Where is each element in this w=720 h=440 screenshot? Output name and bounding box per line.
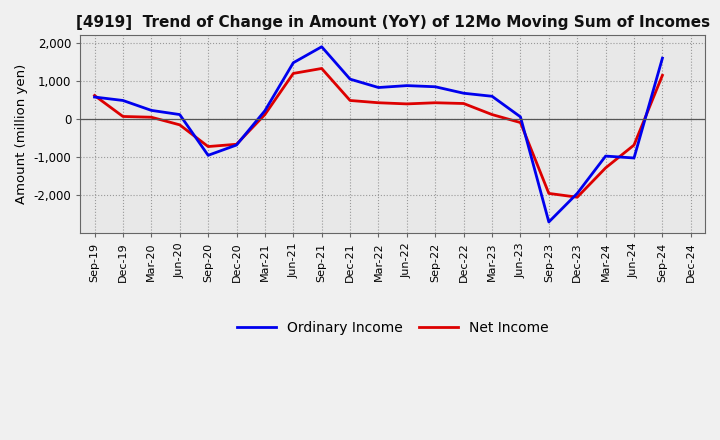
Ordinary Income xyxy=(261,108,269,114)
Net Income xyxy=(516,120,525,125)
Net Income xyxy=(318,66,326,71)
Net Income xyxy=(601,165,610,171)
Ordinary Income xyxy=(658,55,667,61)
Net Income xyxy=(119,114,127,119)
Ordinary Income xyxy=(374,85,383,90)
Ordinary Income xyxy=(289,60,297,66)
Net Income xyxy=(402,101,411,106)
Title: [4919]  Trend of Change in Amount (YoY) of 12Mo Moving Sum of Incomes: [4919] Trend of Change in Amount (YoY) o… xyxy=(76,15,710,30)
Ordinary Income xyxy=(573,191,582,196)
Net Income xyxy=(658,73,667,78)
Net Income xyxy=(176,122,184,128)
Ordinary Income xyxy=(601,154,610,159)
Net Income xyxy=(544,191,553,196)
Net Income xyxy=(289,71,297,76)
Ordinary Income xyxy=(431,84,440,89)
Ordinary Income xyxy=(487,94,496,99)
Ordinary Income xyxy=(346,77,354,82)
Ordinary Income xyxy=(176,112,184,117)
Y-axis label: Amount (million yen): Amount (million yen) xyxy=(15,64,28,205)
Net Income xyxy=(431,100,440,106)
Net Income xyxy=(459,101,468,106)
Ordinary Income xyxy=(119,98,127,103)
Line: Ordinary Income: Ordinary Income xyxy=(94,47,662,222)
Net Income xyxy=(147,114,156,120)
Line: Net Income: Net Income xyxy=(94,69,662,197)
Net Income xyxy=(487,112,496,117)
Net Income xyxy=(630,143,639,148)
Net Income xyxy=(374,100,383,106)
Ordinary Income xyxy=(544,219,553,224)
Net Income xyxy=(261,112,269,117)
Ordinary Income xyxy=(232,143,240,148)
Ordinary Income xyxy=(402,83,411,88)
Ordinary Income xyxy=(459,91,468,96)
Legend: Ordinary Income, Net Income: Ordinary Income, Net Income xyxy=(231,315,554,341)
Net Income xyxy=(90,93,99,98)
Ordinary Income xyxy=(204,153,212,158)
Net Income xyxy=(346,98,354,103)
Ordinary Income xyxy=(516,114,525,120)
Net Income xyxy=(204,144,212,149)
Ordinary Income xyxy=(318,44,326,49)
Net Income xyxy=(232,142,240,147)
Ordinary Income xyxy=(147,108,156,113)
Ordinary Income xyxy=(630,155,639,161)
Net Income xyxy=(573,194,582,200)
Ordinary Income xyxy=(90,95,99,100)
